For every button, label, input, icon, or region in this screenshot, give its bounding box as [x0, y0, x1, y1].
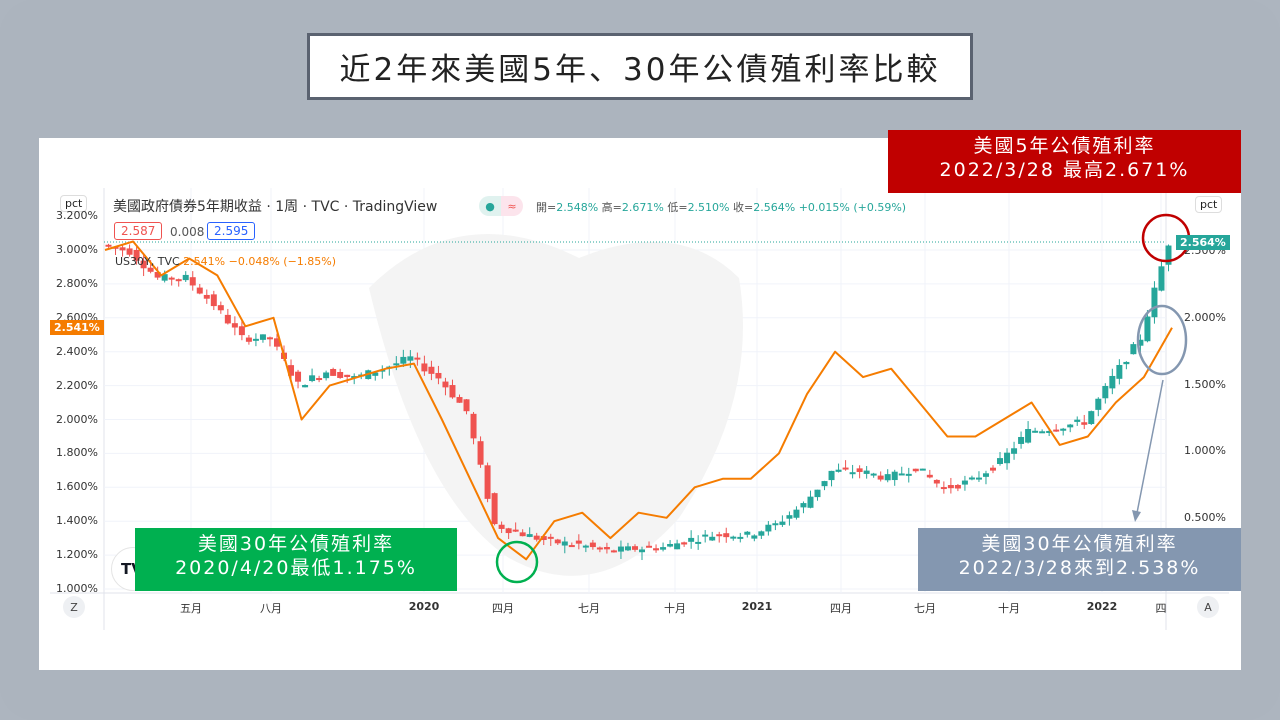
left-axis-tick: 3.000% — [56, 243, 98, 256]
spread-value: 0.008 — [170, 225, 205, 239]
time-axis-tick: 十月 — [998, 602, 1020, 615]
left-axis-tick: 2.800% — [56, 276, 98, 290]
low-point-circle — [495, 540, 539, 584]
left-axis-tick: 1.400% — [56, 514, 98, 528]
time-axis-tick: 2022 — [1086, 600, 1118, 613]
us30y-current-annotation: 美國30年公債殖利率 2022/3/28來到2.538% — [918, 528, 1241, 591]
us5y-price-tag: 2.564% — [1176, 235, 1230, 250]
symbol-title: 美國政府債券5年期收益 · 1周 · TVC · TradingView — [113, 199, 438, 215]
right-axis-tick: 1.500% — [1184, 377, 1226, 391]
left-axis-tick: 1.800% — [56, 446, 98, 460]
right-axis-tick: 0.500% — [1184, 510, 1226, 524]
zoom-reset-button[interactable]: Z — [63, 596, 85, 618]
time-axis-tick: 四月 — [492, 602, 514, 615]
us5y-high-annotation: 美國5年公債殖利率 2022/3/28 最高2.671% — [888, 130, 1241, 193]
auto-scale-button[interactable]: A — [1197, 596, 1219, 618]
chart-panel: pct 美國政府債券5年期收益 · 1周 · TVC · TradingView… — [39, 130, 1241, 670]
right-axis-tick: 2.000% — [1184, 311, 1226, 324]
left-axis-tick: 2.400% — [56, 344, 98, 358]
market-status-pill[interactable]: ● ≈ — [479, 196, 523, 216]
unit-badge-left[interactable]: pct — [60, 195, 88, 212]
ohlc-readout: 開=2.548% 高=2.671% 低=2.510% 收=2.564% +0.0… — [536, 201, 907, 214]
left-axis-tick: 1.000% — [56, 582, 98, 595]
sell-price-box[interactable]: 2.587 — [114, 222, 163, 240]
unit-badge-right[interactable]: pct — [1195, 196, 1223, 213]
slide-title-box: 近2年來美國5年、30年公債殖利率比較 — [307, 33, 973, 100]
us30y-low-annotation: 美國30年公債殖利率 2020/4/20最低1.175% — [135, 528, 457, 591]
time-axis-tick: 七月 — [914, 602, 936, 615]
delayed-data-icon: ≈ — [501, 196, 523, 216]
compare-legend[interactable]: US30Y, TVC 2.541% −0.048% (−1.85%) — [115, 255, 337, 268]
left-axis-tick: 2.000% — [56, 412, 98, 426]
left-axis-tick: 1.200% — [56, 548, 98, 562]
time-axis-tick: 2020 — [408, 600, 440, 613]
time-axis-tick: 四月 — [830, 602, 852, 615]
us30y-line — [104, 240, 1173, 561]
time-axis-tick: 四 — [1155, 602, 1167, 615]
market-open-dot-icon: ● — [479, 196, 501, 216]
buy-price-box[interactable]: 2.595 — [207, 222, 256, 240]
us30y-price-tag: 2.541% — [50, 320, 104, 335]
current-point-ellipse — [1136, 304, 1188, 376]
slide-title: 近2年來美國5年、30年公債殖利率比較 — [339, 52, 941, 88]
time-axis-tick: 十月 — [664, 602, 686, 615]
time-axis-tick: 2021 — [741, 600, 773, 613]
time-axis-tick: 五月 — [180, 602, 202, 615]
right-axis-tick: 1.000% — [1184, 444, 1226, 458]
time-axis-tick: 八月 — [260, 602, 282, 615]
us5y-candles — [105, 243, 1172, 561]
time-axis-tick: 七月 — [578, 602, 600, 615]
chart-canvas[interactable] — [39, 138, 1241, 670]
left-axis-tick: 3.200% — [56, 209, 98, 223]
left-axis-tick: 2.200% — [56, 378, 98, 392]
left-axis-tick: 1.600% — [56, 480, 98, 494]
